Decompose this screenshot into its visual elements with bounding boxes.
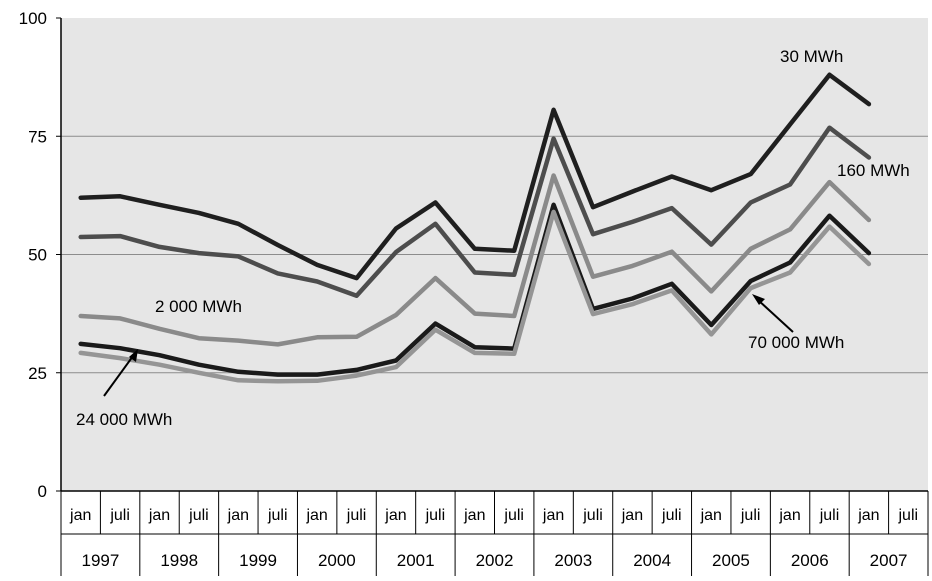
x-sub-label: jan	[227, 507, 249, 524]
annotation-30-mwh: 30 MWh	[780, 47, 843, 66]
y-tick-label-75: 75	[28, 127, 47, 146]
x-sub-label: juli	[740, 507, 761, 524]
x-sub-label: juli	[898, 507, 919, 524]
series-lines	[78, 72, 872, 384]
x-year-label-2004: 2004	[633, 551, 671, 570]
x-sub-label: juli	[503, 507, 524, 524]
series-line-24-000-mwh	[78, 202, 872, 377]
x-sub-label: jan	[148, 507, 170, 524]
x-axis-table: jan juli jan juli jan juli jan juli jan juli jan ju…	[60, 491, 929, 576]
x-year-label-1997: 1997	[81, 551, 119, 570]
x-sub-label: juli	[346, 507, 367, 524]
y-tick-label-25: 25	[28, 364, 47, 383]
annotation-24000-mwh: 24 000 MWh	[76, 410, 172, 429]
series-line-160-mwh	[78, 125, 872, 298]
x-year-label-2001: 2001	[397, 551, 435, 570]
annotation-70000-mwh: 70 000 MWh	[748, 333, 844, 352]
series-annotations: 30 MWh 160 MWh 2 000 MWh 70 000 MWh 24 0…	[76, 47, 910, 429]
y-tick-label-100: 100	[19, 9, 47, 28]
series-line-70-000-mwh	[78, 209, 872, 384]
y-tick-labels: 0 25 50 75 100	[19, 9, 61, 501]
x-sub-label: jan	[542, 507, 564, 524]
x-sub-label: juli	[819, 507, 840, 524]
x-year-label-2007: 2007	[870, 551, 908, 570]
x-sub-label: juli	[188, 507, 209, 524]
x-year-label-2003: 2003	[554, 551, 592, 570]
arrow-70000-mwh	[752, 294, 794, 333]
x-sub-label: jan	[463, 507, 485, 524]
x-sub-label: juli	[582, 507, 603, 524]
annotation-160-mwh: 160 MWh	[837, 161, 910, 180]
x-sub-label: juli	[661, 507, 682, 524]
x-sub-label: juli	[267, 507, 288, 524]
series-line-30-mwh	[78, 72, 872, 281]
x-year-label-1999: 1999	[239, 551, 277, 570]
series-line-2-000-mwh	[78, 173, 872, 347]
x-sub-label: juli	[425, 507, 446, 524]
annotation-2000-mwh: 2 000 MWh	[155, 297, 242, 316]
x-sub-label: juli	[109, 507, 130, 524]
x-sub-label: jan	[621, 507, 643, 524]
x-sub-label: jan	[69, 507, 91, 524]
y-tick-label-0: 0	[38, 482, 47, 501]
x-year-label-2006: 2006	[791, 551, 829, 570]
x-sub-label: jan	[384, 507, 406, 524]
x-sub-label: jan	[700, 507, 722, 524]
x-year-label-2002: 2002	[476, 551, 514, 570]
x-sub-label: jan	[857, 507, 879, 524]
x-sub-label: jan	[778, 507, 800, 524]
y-tick-label-50: 50	[28, 246, 47, 265]
x-year-label-1998: 1998	[160, 551, 198, 570]
x-sub-label: jan	[305, 507, 327, 524]
x-year-label-2000: 2000	[318, 551, 356, 570]
x-year-label-2005: 2005	[712, 551, 750, 570]
arrow-24000-mwh	[103, 349, 138, 397]
